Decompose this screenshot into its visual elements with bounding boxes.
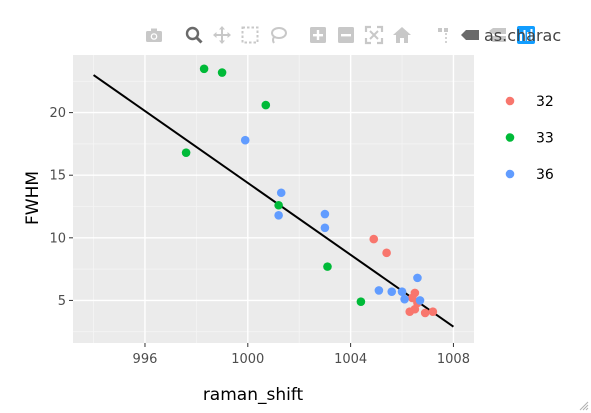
point-series-36[interactable] (397, 287, 407, 296)
y-tick-label: 10 (49, 231, 66, 246)
y-tick-label: 15 (49, 169, 66, 184)
resize-handle-icon[interactable] (579, 401, 589, 411)
point-series-36[interactable] (413, 273, 422, 283)
pan-icon[interactable] (208, 21, 236, 49)
plotly-logo-icon[interactable] (512, 21, 540, 49)
point-series-36[interactable] (320, 209, 330, 219)
autoscale-icon[interactable] (360, 21, 388, 49)
legend-label-32[interactable]: 32 (536, 94, 554, 110)
point-series-36[interactable] (274, 210, 283, 220)
point-series-32[interactable] (420, 308, 430, 318)
y-tick-label: 20 (49, 106, 66, 121)
point-series-33[interactable] (217, 68, 227, 77)
point-series-33[interactable] (356, 297, 366, 306)
legend-marker-33[interactable] (505, 133, 515, 142)
point-series-33[interactable] (274, 200, 283, 210)
zoom-out-icon[interactable] (332, 21, 360, 49)
box-select-icon[interactable] (236, 21, 264, 49)
legend-marker-32[interactable] (505, 96, 515, 106)
camera-icon[interactable] (140, 21, 168, 49)
hover-closest-icon[interactable] (456, 21, 484, 49)
zoom-icon[interactable] (180, 21, 208, 49)
x-tick-label: 996 (133, 352, 158, 367)
hover-compare-icon[interactable] (484, 21, 512, 49)
modebar-overflow-text: as.charac (484, 26, 562, 45)
point-series-36[interactable] (415, 296, 425, 305)
point-series-32[interactable] (369, 234, 379, 244)
spike-lines-icon[interactable] (428, 21, 456, 49)
x-axis-title: raman_shift (203, 385, 304, 405)
point-series-32[interactable] (428, 307, 438, 316)
point-series-33[interactable] (181, 148, 191, 157)
x-tick-label: 1008 (437, 352, 470, 367)
x-tick-label: 1000 (231, 352, 264, 367)
point-series-33[interactable] (199, 64, 209, 74)
reset-axes-icon[interactable] (388, 21, 416, 49)
point-series-36[interactable] (387, 287, 397, 296)
point-series-36[interactable] (240, 135, 250, 145)
point-series-32[interactable] (410, 304, 420, 314)
regression-line[interactable] (92, 74, 455, 328)
y-axis-title: FWHM (23, 171, 43, 225)
legend-marker-36[interactable] (505, 169, 515, 179)
zoom-in-icon[interactable] (304, 21, 332, 49)
point-series-36[interactable] (276, 188, 286, 198)
point-series-36[interactable] (374, 286, 384, 295)
point-series-32[interactable] (410, 288, 420, 298)
legend-label-36[interactable]: 36 (536, 167, 554, 183)
point-series-36[interactable] (320, 223, 330, 233)
modebar (140, 18, 540, 52)
lasso-select-icon[interactable] (264, 21, 292, 49)
point-series-36[interactable] (400, 294, 409, 304)
x-tick-label: 1004 (334, 352, 367, 367)
point-series-33[interactable] (261, 100, 271, 110)
legend-label-33[interactable]: 33 (536, 131, 554, 147)
y-tick-label: 5 (58, 294, 66, 309)
point-series-33[interactable] (323, 262, 332, 271)
point-series-32[interactable] (382, 248, 391, 258)
